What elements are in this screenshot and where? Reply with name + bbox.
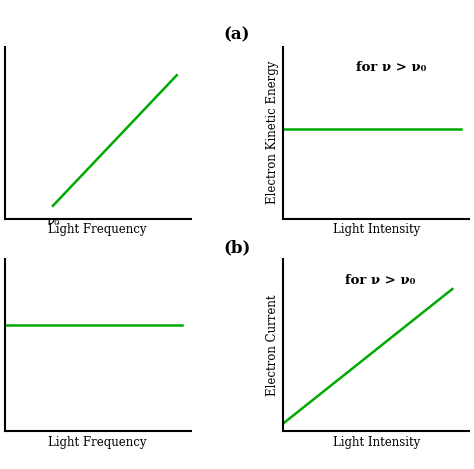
Text: (b): (b) xyxy=(223,239,251,256)
Text: ν₀: ν₀ xyxy=(46,215,60,228)
Y-axis label: Electron Kinetic Energy: Electron Kinetic Energy xyxy=(266,61,279,204)
X-axis label: Light Intensity: Light Intensity xyxy=(333,223,420,236)
Text: for ν > ν₀: for ν > ν₀ xyxy=(356,61,427,74)
Text: for ν > ν₀: for ν > ν₀ xyxy=(345,273,415,287)
X-axis label: Light Frequency: Light Frequency xyxy=(48,436,147,449)
X-axis label: Light Frequency: Light Frequency xyxy=(48,223,147,236)
Y-axis label: Electron Current: Electron Current xyxy=(266,295,279,396)
X-axis label: Light Intensity: Light Intensity xyxy=(333,436,420,449)
Text: (a): (a) xyxy=(224,26,250,43)
